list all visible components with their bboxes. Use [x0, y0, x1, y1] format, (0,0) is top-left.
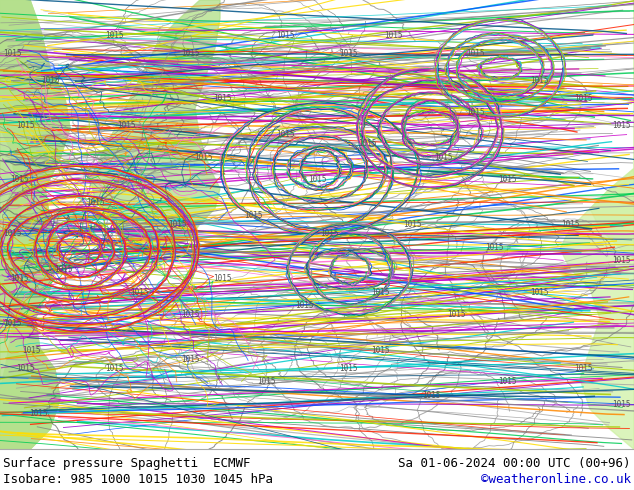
Text: 1015: 1015 — [276, 31, 295, 41]
Polygon shape — [560, 0, 634, 449]
Text: 1015: 1015 — [10, 175, 29, 184]
Text: 1015: 1015 — [130, 288, 149, 296]
Text: 1015: 1015 — [22, 346, 41, 355]
Text: 1015: 1015 — [181, 310, 200, 319]
Text: 1015: 1015 — [3, 49, 22, 58]
Text: 1015: 1015 — [371, 346, 390, 355]
Text: 1015: 1015 — [276, 130, 295, 139]
Text: 1015: 1015 — [257, 377, 276, 387]
Text: Sa 01-06-2024 00:00 UTC (00+96): Sa 01-06-2024 00:00 UTC (00+96) — [398, 458, 631, 470]
Text: Isobare: 985 1000 1015 1030 1045 hPa: Isobare: 985 1000 1015 1030 1045 hPa — [3, 473, 273, 486]
Text: 1015: 1015 — [54, 265, 73, 274]
Text: 1015: 1015 — [86, 197, 105, 207]
Text: 1015: 1015 — [105, 364, 124, 373]
Text: 1015: 1015 — [168, 220, 187, 229]
Text: 1015: 1015 — [358, 139, 377, 148]
Polygon shape — [0, 0, 70, 449]
Text: 1015: 1015 — [422, 391, 441, 400]
Polygon shape — [0, 0, 70, 449]
Text: 1015: 1015 — [485, 243, 504, 252]
Text: Surface pressure Spaghetti  ECMWF: Surface pressure Spaghetti ECMWF — [3, 458, 250, 470]
Text: 1015: 1015 — [498, 377, 517, 387]
Text: 1015: 1015 — [16, 364, 35, 373]
Text: 1015: 1015 — [561, 220, 580, 229]
Text: 1015: 1015 — [529, 76, 548, 85]
Text: 1015: 1015 — [574, 95, 593, 103]
Text: 1015: 1015 — [181, 355, 200, 364]
Text: 1015: 1015 — [117, 122, 136, 130]
Text: 1015: 1015 — [529, 288, 548, 296]
Text: 1015: 1015 — [403, 220, 422, 229]
Text: 1015: 1015 — [339, 49, 358, 58]
Text: 1015: 1015 — [41, 76, 60, 85]
Text: 1015: 1015 — [612, 400, 631, 409]
Text: 1015: 1015 — [574, 364, 593, 373]
Text: ©weatheronline.co.uk: ©weatheronline.co.uk — [481, 473, 631, 486]
Text: 1015: 1015 — [612, 256, 631, 265]
Text: 1015: 1015 — [193, 153, 212, 162]
Text: 1015: 1015 — [307, 175, 327, 184]
Text: 1015: 1015 — [181, 49, 200, 58]
Text: 1015: 1015 — [466, 49, 485, 58]
Polygon shape — [590, 169, 634, 259]
Text: 1015: 1015 — [447, 310, 466, 319]
Polygon shape — [90, 0, 220, 254]
Text: 1015: 1015 — [3, 319, 22, 328]
Text: 1015: 1015 — [371, 288, 390, 296]
Text: 1015: 1015 — [320, 229, 339, 238]
Text: 1015: 1015 — [295, 301, 314, 310]
Text: 1015: 1015 — [498, 175, 517, 184]
Text: 1015: 1015 — [3, 229, 22, 238]
Text: 1015: 1015 — [434, 153, 453, 162]
Text: 1015: 1015 — [212, 274, 231, 283]
Text: 1015: 1015 — [105, 31, 124, 41]
Text: 1015: 1015 — [212, 95, 231, 103]
Text: 1015: 1015 — [384, 31, 403, 41]
Text: 1015: 1015 — [29, 409, 48, 418]
Text: 1015: 1015 — [339, 364, 358, 373]
Text: 1015: 1015 — [612, 122, 631, 130]
Text: 1015: 1015 — [10, 274, 29, 283]
Text: 1015: 1015 — [244, 211, 263, 220]
Text: 1015: 1015 — [466, 108, 485, 117]
Text: 1015: 1015 — [16, 122, 35, 130]
